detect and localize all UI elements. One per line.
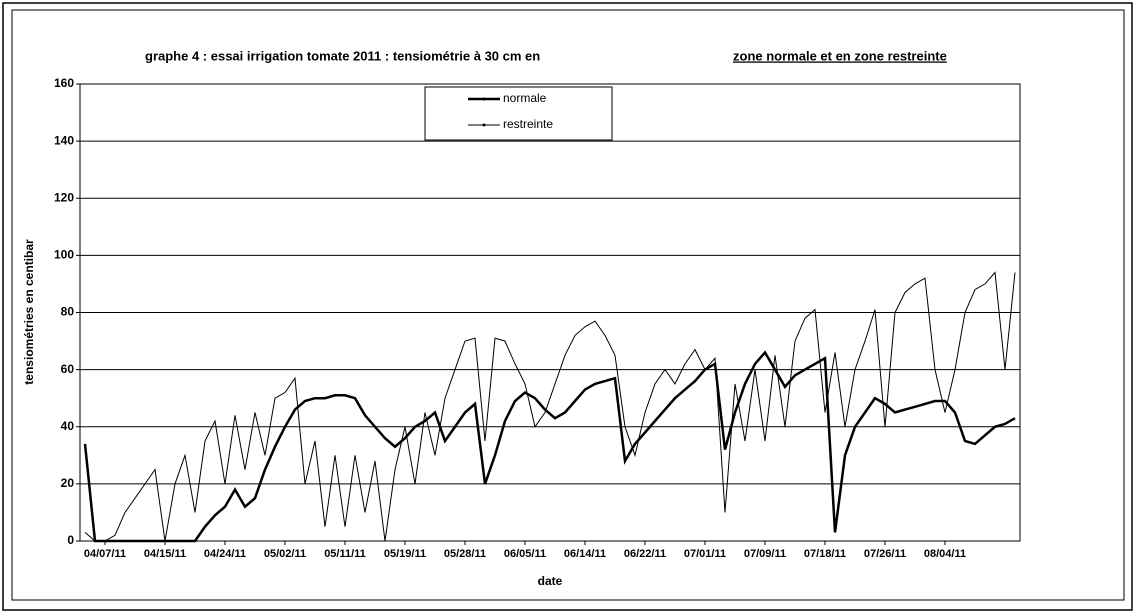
y-axis-label: tensiométries en centibar <box>22 239 36 385</box>
x-tick-label: 04/07/11 <box>84 548 126 560</box>
series-line <box>84 271 1016 542</box>
x-tick-label: 05/19/11 <box>384 548 426 560</box>
x-tick-label: 07/01/11 <box>684 548 726 560</box>
y-tick-label: 20 <box>61 476 75 490</box>
series-line <box>83 350 1016 543</box>
x-tick-label: 05/28/11 <box>444 548 486 560</box>
y-tick-label: 100 <box>54 248 74 262</box>
inner-frame <box>11 9 1125 601</box>
legend-label: normale <box>503 91 547 105</box>
legend-marker <box>482 97 486 101</box>
x-tick-label: 06/05/11 <box>504 548 546 560</box>
x-tick-label: 04/24/11 <box>204 548 246 560</box>
y-tick-label: 140 <box>54 133 74 147</box>
x-axis-label: date <box>538 574 563 588</box>
legend-marker <box>482 123 486 127</box>
x-tick-label: 05/11/11 <box>324 548 366 560</box>
x-tick-label: 06/22/11 <box>624 548 666 560</box>
x-tick-label: 07/26/11 <box>864 548 906 560</box>
y-tick-label: 0 <box>67 533 74 547</box>
x-tick-label: 04/15/11 <box>144 548 186 560</box>
legend-box <box>424 86 613 141</box>
y-tick-label: 120 <box>54 190 74 204</box>
y-tick-label: 160 <box>54 76 74 90</box>
x-tick-label: 07/18/11 <box>804 548 846 560</box>
x-tick-label: 07/09/11 <box>744 548 786 560</box>
plot-area <box>79 83 1021 542</box>
x-tick-label: 06/14/11 <box>564 548 606 560</box>
x-tick-label: 05/02/11 <box>264 548 306 560</box>
y-tick-label: 80 <box>61 305 75 319</box>
legend-label: restreinte <box>503 117 553 131</box>
y-tick-label: 60 <box>61 362 75 376</box>
y-tick-label: 40 <box>61 419 75 433</box>
x-tick-label: 08/04/11 <box>924 548 966 560</box>
chart-title: graphe 4 : essai irrigation tomate 2011 … <box>145 48 540 63</box>
chart-title-underlined: zone normale et en zone restreinte <box>733 48 947 63</box>
